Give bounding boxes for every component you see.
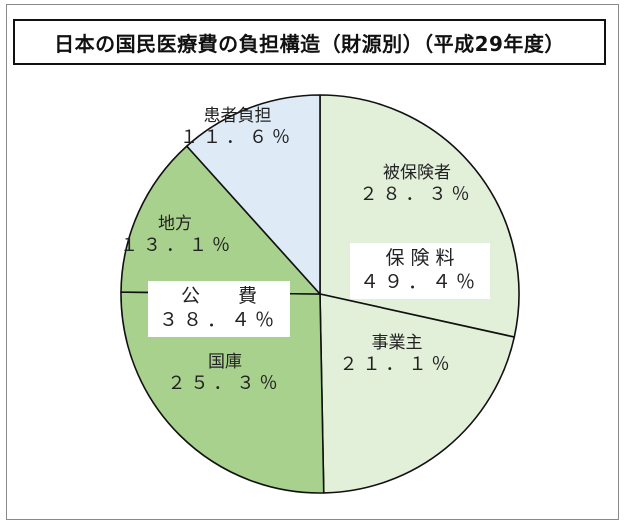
slice-value: ２８．３％	[359, 184, 475, 206]
group-name: 保 険 料	[385, 247, 455, 269]
group-label-kohi: 公 費 ３８．４％	[148, 281, 290, 337]
slice-jigyonushi	[319, 293, 516, 494]
slice-value: １１．６％	[180, 127, 295, 149]
slice-value: ２５．３％	[167, 373, 283, 395]
slice-value: ２１．１％	[339, 354, 455, 376]
slice-label-chiho: 地方 １３．１％	[120, 214, 230, 258]
chart-title: 日本の国民医療費の負担構造（財源別）（平成29年度）	[54, 31, 565, 56]
slice-value: １３．１％	[120, 235, 235, 257]
slice-name: 患者負担	[203, 106, 272, 126]
chart-title-box: 日本の国民医療費の負担構造（財源別）（平成29年度）	[13, 19, 606, 65]
slice-label-jigyonushi: 事業主 ２１．１％	[332, 333, 462, 377]
slice-chiho	[120, 145, 321, 295]
slice-label-kokko: 国庫 ２５．３％	[160, 352, 290, 396]
group-value: ４９．４％	[359, 270, 480, 293]
slice-name: 地方	[158, 214, 192, 234]
slice-name: 国庫	[208, 352, 242, 372]
slice-label-kanja-futan: 患者負担 １１．６％	[170, 106, 305, 150]
group-value: ３８．４％	[158, 308, 279, 331]
slice-name: 事業主	[371, 333, 423, 353]
slice-name: 被保険者	[383, 163, 451, 183]
slice-kokko	[120, 291, 325, 494]
group-name: 公 費	[180, 285, 257, 307]
group-label-hokenryo: 保 険 料 ４９．４％	[350, 243, 490, 299]
slice-label-hihokensha: 被保険者 ２８．３％	[352, 163, 482, 207]
slice-kanja-futan	[186, 94, 321, 295]
